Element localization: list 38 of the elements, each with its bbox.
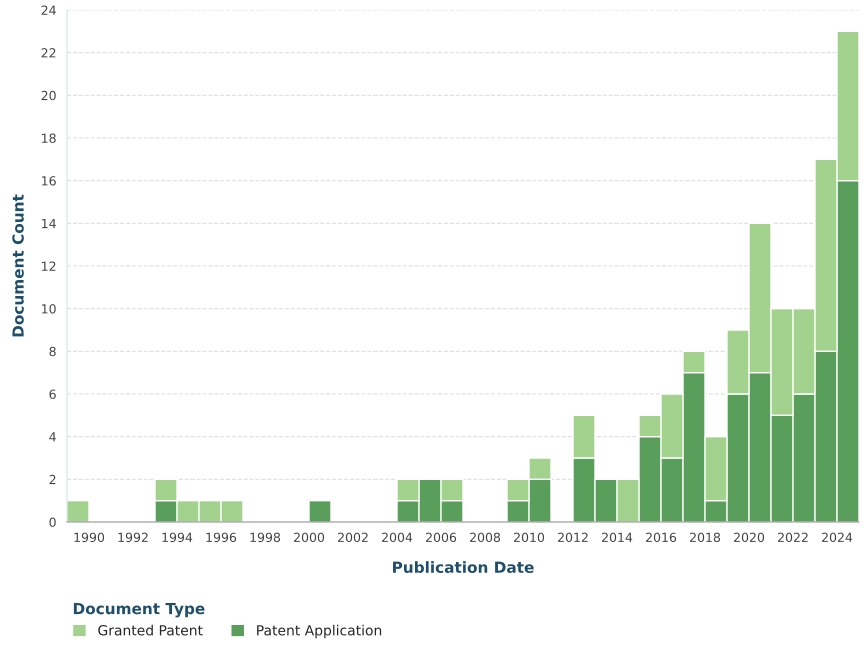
x-tick-label: 1996	[206, 532, 236, 542]
x-tick-label: 2024	[822, 532, 852, 542]
y-tick-label: 18	[42, 133, 56, 143]
legend-title: Document Type	[74, 602, 205, 618]
x-tick-label: 2020	[734, 532, 764, 542]
x-tick-label: 1994	[162, 532, 192, 542]
legend-label: Patent Application	[257, 624, 382, 638]
y-tick-label: 20	[42, 90, 56, 100]
legend-label: Granted Patent	[98, 624, 203, 636]
bar	[308, 500, 332, 522]
y-tick-label: 12	[42, 261, 56, 271]
x-tick-label: 2022	[778, 532, 808, 542]
x-tick-label: 2006	[426, 532, 456, 542]
x-tick-label: 2018	[690, 532, 720, 542]
x-tick-label: 2002	[338, 532, 368, 542]
x-tick-label: 2004	[382, 532, 412, 542]
x-axis-title: Publication Date	[393, 561, 534, 574]
bar	[67, 500, 90, 522]
x-tick-label: 2010	[514, 532, 544, 542]
y-tick-label: 6	[50, 389, 56, 399]
y-tick-label: 16	[42, 176, 56, 186]
x-tick-label: 2000	[294, 532, 324, 542]
y-tick-label: 8	[49, 346, 56, 356]
y-axis-title: Document Count	[12, 194, 24, 336]
x-tick-label: 2016	[646, 532, 676, 542]
x-tick-label: 1992	[118, 532, 148, 542]
y-tick-label: 10	[42, 304, 56, 314]
x-tick-label: 1998	[250, 532, 280, 542]
x-tick-label: 2008	[470, 532, 500, 542]
y-tick-label: 22	[42, 48, 56, 58]
y-tick-label: 24	[42, 5, 56, 15]
y-tick-label: 2	[50, 474, 56, 484]
x-tick-label: 2014	[602, 532, 632, 542]
y-tick-label: 4	[49, 432, 56, 442]
y-tick-label: 0	[49, 517, 56, 527]
x-tick-label: 1990	[74, 532, 104, 542]
x-tick-label: 2012	[558, 532, 588, 542]
y-tick-label: 14	[42, 218, 56, 228]
